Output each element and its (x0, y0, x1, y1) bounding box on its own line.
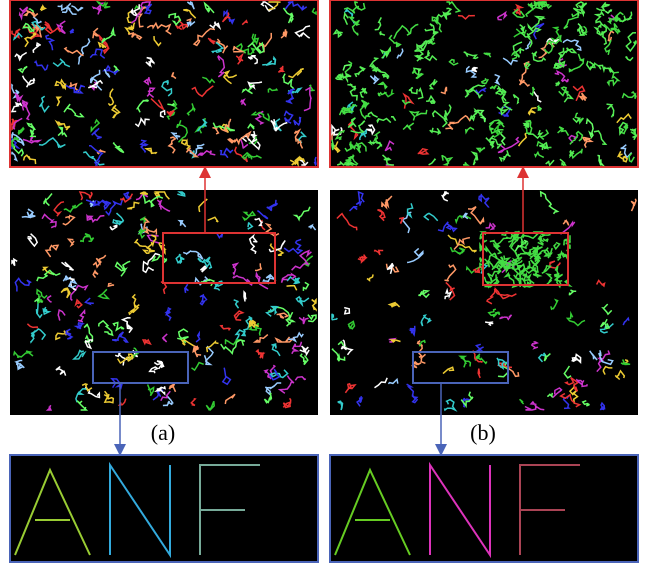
figure: (a) (b) (0, 0, 658, 567)
edge-stroke (143, 340, 150, 344)
panel-label: (a) (151, 420, 175, 445)
panel-label: (b) (470, 420, 496, 445)
edge-image-b (330, 190, 638, 415)
